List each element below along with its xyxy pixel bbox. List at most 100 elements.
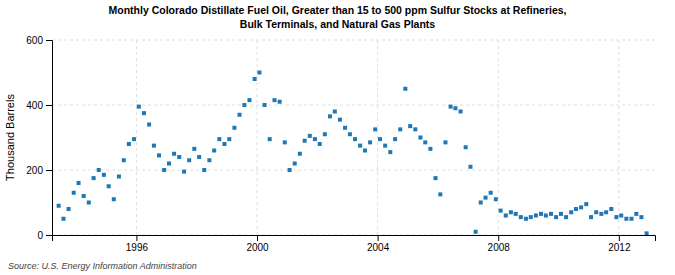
point [268,137,272,141]
x-axis-tick-mark [498,235,499,241]
point [584,202,588,206]
point [388,150,392,154]
point [232,126,236,130]
point [142,111,146,115]
point [348,132,352,136]
point [408,124,412,128]
point [212,149,216,153]
point [524,217,528,221]
point [484,196,488,200]
annotation: Source: U.S. Energy Information Administ… [8,261,197,271]
point [247,98,251,102]
point [378,137,382,141]
point [308,134,312,138]
point [227,137,231,141]
point [207,158,211,162]
point [474,230,478,234]
point [614,215,618,219]
point [162,168,166,172]
title: Bulk Terminals, and Natural Gas Plants [240,18,435,30]
point [549,212,553,216]
point [172,152,176,156]
x-axis-tick-label: 2000 [246,242,269,253]
point [594,210,598,214]
point [343,126,347,130]
point [313,137,317,141]
x-axis-tick-label: 2008 [488,242,511,253]
x-axis-tick: 1996 [126,235,149,253]
x-axis: 1996 2000 2004 2008 2012 [53,235,656,253]
x-axis-tick-mark [136,235,137,241]
point [152,144,156,148]
point [529,215,533,219]
x-axis-line [53,236,656,242]
point [328,114,332,118]
point [459,110,463,114]
point [554,215,558,219]
x-axis-tick-mark [378,235,379,241]
title: Monthly Colorado Distillate Fuel Oil, Gr… [108,4,566,16]
point [579,205,583,209]
y-axis-tick-label: 400 [26,100,43,111]
point [423,140,427,144]
point [353,137,357,141]
x-axis-tick-label: 1996 [126,242,149,253]
point [222,142,226,146]
point [263,103,267,107]
point [253,77,257,81]
y-grid-line [52,170,655,171]
x-axis-tick: 2012 [608,235,631,253]
y-axis-tick-label: 0 [37,230,43,241]
x-axis-tick-mark [619,235,620,241]
point [187,158,191,162]
point [278,100,282,104]
point [192,147,196,151]
point [564,215,568,219]
point [102,173,106,177]
point [298,152,302,156]
point [393,137,397,141]
point [574,207,578,211]
point [323,132,327,136]
point [589,215,593,219]
y-axis-tick-mark [46,40,52,41]
point [489,191,493,195]
point [453,106,457,110]
point [318,142,322,146]
point [77,181,81,185]
point [624,217,628,221]
point [303,139,307,143]
point [534,214,538,218]
point [434,176,438,180]
point [418,136,422,140]
point [569,210,573,214]
point [609,207,613,211]
point [273,98,277,102]
point [257,71,261,75]
chart: 199620002004200820120200400600Thousand B… [0,0,675,275]
x-axis-tick-label: 2004 [367,242,390,253]
x-axis-tick-mark [257,235,258,241]
y-axis-tick-label: 200 [26,165,43,176]
point [514,212,518,216]
point [494,197,498,201]
point [509,210,513,214]
point [202,168,206,172]
point [604,210,608,214]
point [107,184,111,188]
point [92,176,96,180]
x-grid-line [257,40,258,235]
y-axis-line [46,41,53,236]
y-axis-tick: 600 [26,35,52,46]
point [403,87,407,91]
y-axis-tick: 0 [37,230,52,241]
x-axis-tick: 2008 [488,235,511,253]
point [639,215,643,219]
x-grid-line [618,40,619,235]
point [599,212,603,216]
point [61,217,65,221]
point [438,192,442,196]
point [333,110,337,114]
y-axis-tick: 400 [26,100,52,111]
point [398,127,402,131]
